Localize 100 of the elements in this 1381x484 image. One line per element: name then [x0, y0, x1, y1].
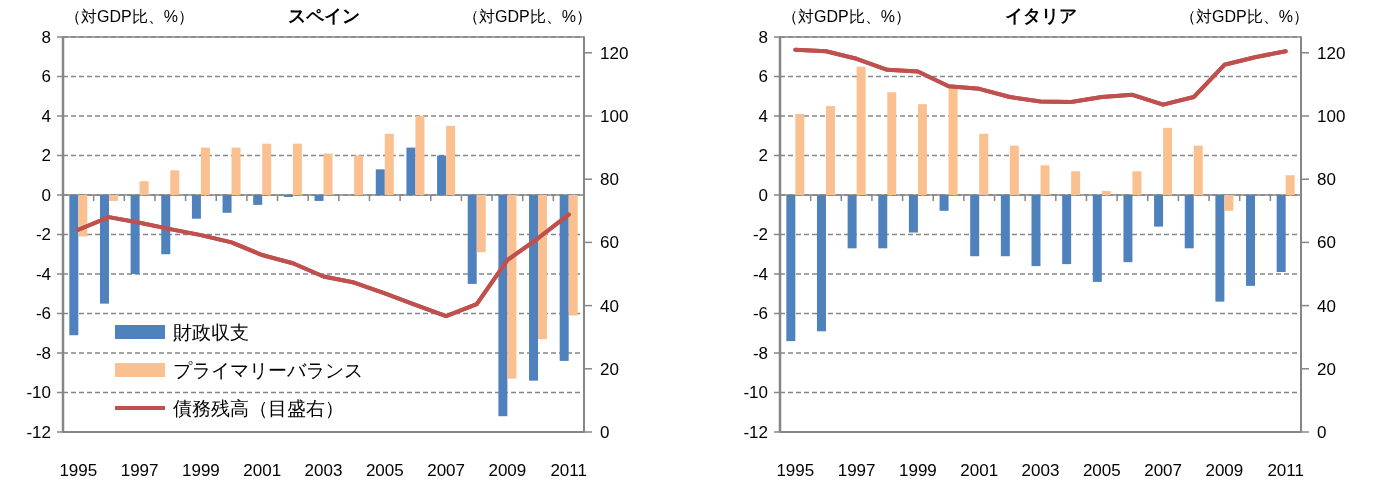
bar	[314, 195, 324, 201]
chart-title: スペイン	[287, 6, 360, 26]
bar	[887, 92, 897, 195]
bar	[139, 181, 149, 195]
y-tick-label: -6	[35, 304, 51, 324]
x-tick-label: 2011	[550, 460, 587, 480]
bar	[323, 153, 333, 195]
y-tick-label: 8	[758, 27, 768, 47]
y-axis-title: （対GDP比、%）	[782, 8, 911, 25]
bar	[1154, 195, 1164, 227]
y2-tick-label: 60	[600, 233, 619, 253]
bar	[222, 195, 232, 213]
y-tick-label: -4	[752, 264, 768, 284]
y2-tick-label: 120	[600, 43, 629, 63]
bar	[825, 106, 835, 195]
bar	[529, 195, 539, 381]
x-tick-label: 1997	[120, 460, 159, 480]
bar	[1246, 195, 1256, 286]
bar	[99, 195, 109, 304]
y-tick-label: 6	[41, 67, 51, 87]
y-tick-label: 0	[758, 185, 768, 205]
y-axis-title: （対GDP比、%）	[65, 8, 194, 25]
bar	[1031, 195, 1041, 267]
bar	[253, 195, 263, 205]
y2-tick-label: 0	[1317, 422, 1327, 442]
y-tick-label: -8	[35, 343, 51, 363]
bar	[970, 195, 980, 257]
bar	[1092, 195, 1102, 282]
bar	[292, 143, 302, 195]
y-tick-label: -2	[35, 225, 51, 245]
bar	[816, 195, 826, 332]
y2-tick-label: 0	[600, 422, 610, 442]
bar	[786, 195, 796, 342]
x-tick-label: 1999	[899, 460, 937, 480]
bar	[415, 116, 425, 195]
legend-label: プライマリーバランス	[173, 359, 363, 381]
bar	[1184, 195, 1194, 249]
bar	[231, 147, 241, 195]
bar	[437, 155, 447, 195]
bar	[354, 155, 364, 195]
x-tick-label: 1997	[837, 460, 876, 480]
y2-tick-label: 60	[1317, 233, 1336, 253]
bar	[1101, 191, 1111, 195]
bar	[406, 147, 416, 195]
bar	[1215, 195, 1225, 302]
bar	[170, 170, 180, 195]
x-tick-label: 2011	[1267, 460, 1304, 480]
bar	[108, 195, 118, 201]
bar	[375, 169, 385, 195]
bar	[559, 195, 569, 361]
y-tick-label: -12	[26, 422, 51, 442]
y2-tick-label: 40	[1317, 296, 1336, 316]
y2-tick-label: 100	[600, 106, 629, 126]
x-tick-label: 1995	[776, 460, 815, 480]
bar	[1062, 195, 1072, 265]
x-tick-label: 2001	[960, 460, 999, 480]
x-tick-label: 2001	[243, 460, 282, 480]
bar	[948, 88, 958, 195]
bar	[1009, 145, 1019, 195]
y-tick-label: -4	[35, 264, 51, 284]
x-tick-label: 2005	[365, 460, 404, 480]
legend-label: 財政収支	[173, 321, 249, 343]
bar	[507, 195, 517, 379]
bar	[856, 66, 866, 195]
bar	[878, 195, 888, 249]
y-tick-label: -10	[26, 383, 51, 403]
bar	[161, 195, 171, 255]
y-tick-label: 8	[41, 27, 51, 47]
bar	[476, 195, 486, 253]
y-tick-label: 2	[758, 146, 768, 166]
y-tick-label: -8	[752, 343, 768, 363]
y-tick-label: -2	[752, 225, 768, 245]
bar	[568, 195, 578, 316]
y-tick-label: 4	[758, 106, 768, 126]
bar	[538, 195, 548, 340]
bar	[1276, 195, 1286, 273]
bar	[1285, 175, 1295, 195]
legend-label: 債務残高（目盛右）	[173, 397, 344, 419]
y-tick-label: 4	[41, 106, 51, 126]
bar	[1040, 165, 1050, 195]
bar	[1132, 171, 1142, 195]
y-tick-label: -10	[743, 383, 768, 403]
bar	[191, 195, 201, 219]
y2-tick-label: 20	[600, 359, 619, 379]
bar	[262, 143, 272, 195]
y-tick-label: 2	[41, 146, 51, 166]
y-tick-label: -12	[743, 422, 768, 442]
y2-tick-label: 20	[1317, 359, 1336, 379]
bar	[917, 104, 927, 195]
y-tick-label: 0	[41, 185, 51, 205]
chart-title: イタリア	[1004, 6, 1077, 26]
y2-tick-label: 100	[1317, 106, 1346, 126]
bar	[908, 195, 918, 233]
bar	[979, 133, 989, 195]
x-tick-label: 2003	[304, 460, 343, 480]
bar	[795, 114, 805, 195]
x-tick-label: 2005	[1082, 460, 1121, 480]
y2-axis-title: （対GDP比、%）	[1180, 8, 1309, 25]
x-tick-label: 1995	[59, 460, 98, 480]
x-tick-label: 2003	[1021, 460, 1060, 480]
